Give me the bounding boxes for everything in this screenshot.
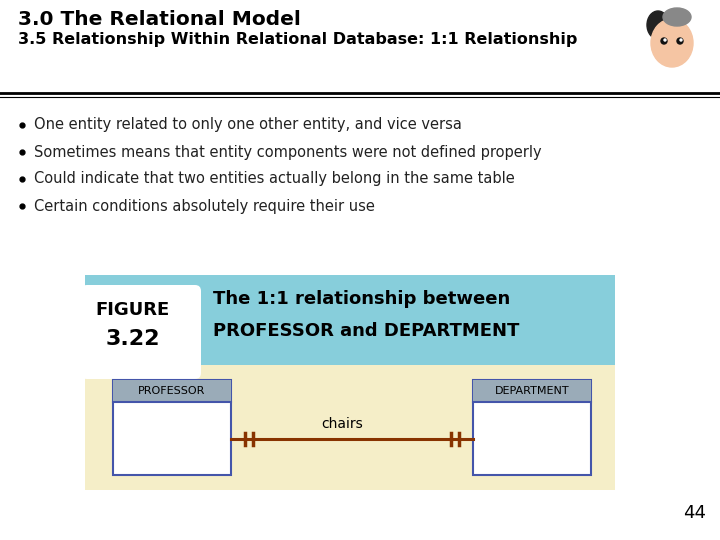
Bar: [85, 275, 615, 490]
Circle shape: [680, 39, 682, 41]
Bar: [473, 380, 591, 475]
Text: DEPARTMENT: DEPARTMENT: [495, 386, 570, 396]
Circle shape: [677, 38, 683, 44]
Text: 3.5 Relationship Within Relational Database: 1:1 Relationship: 3.5 Relationship Within Relational Datab…: [18, 32, 577, 47]
Text: Could indicate that two entities actually belong in the same table: Could indicate that two entities actuall…: [34, 172, 515, 186]
Text: Sometimes means that entity components were not defined properly: Sometimes means that entity components w…: [34, 145, 541, 159]
Text: 3.0 The Relational Model: 3.0 The Relational Model: [18, 10, 301, 29]
Text: PROFESSOR: PROFESSOR: [138, 386, 206, 396]
Circle shape: [664, 39, 666, 41]
Text: One entity related to only one other entity, and vice versa: One entity related to only one other ent…: [34, 118, 462, 132]
Ellipse shape: [647, 11, 669, 39]
Text: FIGURE: FIGURE: [95, 301, 169, 319]
Text: Certain conditions absolutely require their use: Certain conditions absolutely require th…: [34, 199, 375, 213]
Text: 3.22: 3.22: [105, 329, 160, 349]
Bar: [113, 380, 231, 475]
Text: chairs: chairs: [321, 416, 363, 430]
Bar: [113, 380, 231, 402]
FancyBboxPatch shape: [81, 285, 201, 379]
Circle shape: [661, 38, 667, 44]
Text: The 1:1 relationship between: The 1:1 relationship between: [213, 290, 510, 308]
Bar: [473, 380, 591, 402]
Text: PROFESSOR and DEPARTMENT: PROFESSOR and DEPARTMENT: [213, 322, 519, 340]
Ellipse shape: [651, 19, 693, 67]
Ellipse shape: [663, 8, 691, 26]
Bar: [85, 275, 615, 365]
Text: 44: 44: [683, 504, 706, 522]
